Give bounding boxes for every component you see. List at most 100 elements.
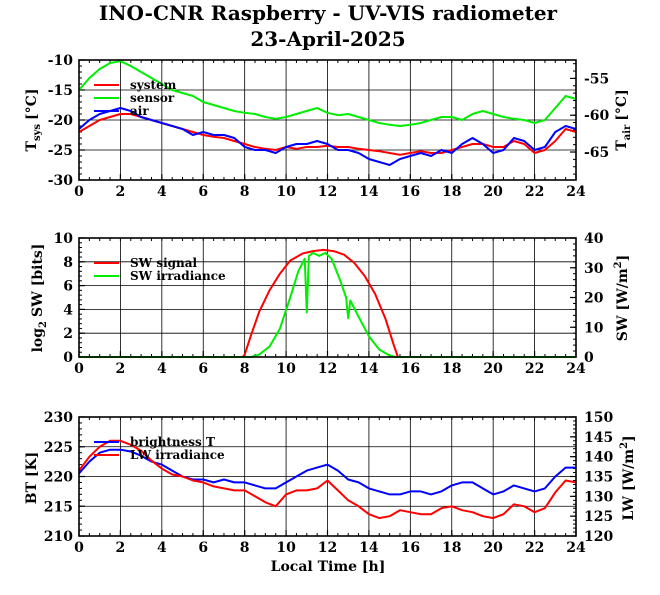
panel-temperature-ylabel-right: Tair[°C] — [614, 89, 633, 150]
legend-label: SW signal — [130, 256, 198, 270]
figure-title: INO-CNR Raspberry - UV-VIS radiometer — [99, 1, 558, 25]
x-tick-label: 2 — [116, 361, 126, 377]
x-tick-label: 24 — [566, 361, 586, 377]
y-tick-label-left: -20 — [48, 113, 74, 129]
plot-frame — [78, 59, 577, 181]
y-tick-label-right: 40 — [584, 231, 604, 247]
panel-longwave: 0 2 4 6 8 10 12 14 16 18 20 22 242302252202152101501… — [44, 410, 614, 556]
x-tick-label: 8 — [240, 361, 250, 377]
x-tick-label: 6 — [198, 184, 208, 200]
plot-frame — [78, 416, 577, 537]
x-tick-label: 8 — [240, 184, 250, 200]
x-axis-label: Local Time [h] — [271, 559, 386, 575]
legend-label: LW irradiance — [130, 448, 225, 462]
series-line-lw-irradiance — [78, 439, 577, 520]
legend-label: system — [130, 78, 177, 92]
plot-frame — [78, 237, 577, 358]
y-tick-label-left: 2 — [63, 326, 73, 342]
x-tick-label: 0 — [74, 540, 84, 556]
panel-temperature-ylabel-left: Tsys[°C] — [24, 89, 43, 152]
y-tick-label-left: 10 — [54, 231, 74, 247]
panel-shortwave-ylabel-left: log2SW [bits] — [30, 244, 49, 353]
x-tick-label: 18 — [442, 540, 461, 556]
x-tick-label: 2 — [116, 184, 126, 200]
x-tick-label: 12 — [318, 361, 337, 377]
y-tick-label-right: 150 — [584, 410, 613, 426]
x-tick-label: 20 — [483, 361, 503, 377]
y-tick-label-left: 6 — [63, 279, 73, 295]
y-tick-label-right: -55 — [584, 71, 609, 87]
x-tick-label: 10 — [276, 361, 296, 377]
y-tick-label-left: 210 — [44, 529, 73, 545]
legend-label: sensor — [130, 91, 175, 105]
y-tick-label-left: 225 — [44, 440, 73, 456]
x-tick-label: 6 — [198, 540, 208, 556]
x-tick-label: 20 — [483, 540, 503, 556]
x-tick-label: 20 — [483, 184, 503, 200]
y-tick-label-left: 230 — [44, 410, 73, 426]
y-tick-label-right: 120 — [584, 529, 613, 545]
x-tick-label: 2 — [116, 540, 126, 556]
panel-longwave-ylabel-right: LW [W/m2] — [619, 435, 637, 520]
legend-entry: LW irradiance — [94, 448, 225, 462]
x-tick-label: 10 — [276, 184, 296, 200]
x-tick-label: 22 — [525, 184, 544, 200]
legend-label: air — [130, 104, 149, 118]
x-tick-label: 6 — [198, 361, 208, 377]
x-tick-label: 16 — [401, 540, 420, 556]
panel-shortwave-ylabel-right: SW [W/m2] — [613, 255, 631, 342]
y-tick-label-right: 0 — [584, 350, 594, 366]
x-tick-label: 16 — [401, 361, 420, 377]
y-tick-label-right: 125 — [584, 509, 613, 525]
y-tick-label-left: 4 — [63, 302, 73, 318]
y-tick-label-left: 8 — [63, 255, 73, 271]
y-tick-label-left: 215 — [44, 499, 73, 515]
x-tick-label: 24 — [566, 540, 586, 556]
legend-label: brightness T — [130, 435, 215, 449]
y-tick-label-right: 140 — [584, 450, 613, 466]
x-tick-label: 22 — [525, 540, 544, 556]
y-tick-label-right: 20 — [584, 291, 604, 307]
y-tick-label-left: -10 — [48, 53, 74, 69]
y-tick-label-left: 0 — [63, 350, 73, 366]
legend-entry: sensor — [94, 91, 175, 105]
x-tick-label: 8 — [240, 540, 250, 556]
legend-entry: brightness T — [94, 435, 215, 449]
y-tick-label-right: 30 — [584, 261, 604, 277]
series-line-sw-irradiance — [79, 251, 576, 358]
panel-temperature: 0 2 4 6 8 10 12 14 16 18 20 22 24-10-15-20-25-30-55-… — [48, 53, 610, 200]
x-tick-label: 0 — [74, 361, 84, 377]
x-tick-label: 24 — [566, 184, 586, 200]
y-tick-label-right: 145 — [584, 430, 613, 446]
figure-subtitle: 23-April-2025 — [250, 27, 405, 51]
x-tick-label: 4 — [157, 540, 167, 556]
y-tick-label-left: -15 — [48, 83, 73, 99]
y-tick-label-left: -25 — [48, 143, 73, 159]
x-tick-label: 12 — [318, 540, 337, 556]
panel-longwave-ylabel-left: BT [K] — [24, 452, 40, 505]
y-tick-label-left: 220 — [44, 470, 73, 486]
series-line-sensor — [78, 60, 577, 127]
series-line-air — [78, 107, 577, 166]
x-tick-label: 10 — [276, 540, 296, 556]
y-tick-label-right: -60 — [584, 108, 610, 124]
legend-entry: system — [94, 78, 177, 92]
x-tick-label: 16 — [401, 184, 420, 200]
x-tick-label: 14 — [359, 184, 379, 200]
y-tick-label-right: 135 — [584, 470, 613, 486]
series-line-brightness-t — [78, 448, 576, 496]
y-tick-label-right: -65 — [584, 145, 609, 161]
legend-label: SW irradiance — [130, 269, 226, 283]
y-tick-label-right: 10 — [584, 320, 604, 336]
series-line-sw-signal — [79, 248, 576, 358]
y-tick-label-left: -30 — [48, 173, 74, 189]
legend-entry: air — [94, 104, 149, 118]
x-tick-label: 4 — [157, 184, 167, 200]
y-tick-label-right: 130 — [584, 489, 613, 505]
x-tick-label: 14 — [359, 361, 379, 377]
x-tick-label: 22 — [525, 361, 544, 377]
legend-entry: SW irradiance — [94, 269, 226, 283]
legend-entry: SW signal — [94, 256, 198, 270]
x-tick-label: 12 — [318, 184, 337, 200]
